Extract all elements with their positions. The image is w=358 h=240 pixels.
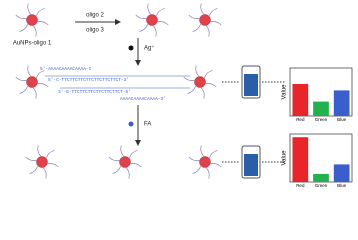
- oligo: [47, 163, 59, 168]
- oligo: [126, 167, 130, 179]
- gold-nanoparticle: [26, 14, 38, 26]
- oligo: [15, 76, 27, 81]
- oligo: [187, 85, 196, 94]
- oligo: [210, 163, 222, 168]
- oligo: [192, 165, 201, 174]
- bar: [333, 90, 350, 116]
- x-tick-label: Red: [296, 117, 305, 122]
- oligo: [147, 3, 151, 15]
- oligo: [33, 87, 37, 99]
- silver-dot: [128, 45, 134, 51]
- bar: [313, 101, 329, 116]
- oligo: [120, 145, 124, 157]
- label: FA: [144, 122, 151, 128]
- oligo: [156, 8, 165, 17]
- oligo: [192, 23, 201, 32]
- oligo: [206, 25, 210, 37]
- oligo: [139, 23, 148, 32]
- gold-nanoparticle: [146, 14, 158, 26]
- gold-nanoparticle: [36, 156, 48, 168]
- oligo: [200, 3, 204, 15]
- y-axis-label: Value: [282, 150, 288, 166]
- arrowhead: [115, 19, 121, 25]
- oligo: [200, 145, 204, 157]
- oligo: [33, 25, 37, 37]
- label: AuNPs-oligo 1: [13, 41, 52, 47]
- oligo: [25, 156, 37, 161]
- oligo: [19, 85, 28, 94]
- oligo: [27, 3, 31, 15]
- x-tick-label: Green: [315, 117, 328, 122]
- oligo: [29, 165, 38, 174]
- oligo: [188, 14, 200, 19]
- oligo: [195, 65, 199, 77]
- arrowhead: [135, 140, 141, 146]
- oligo: [37, 145, 41, 157]
- oligo: [112, 165, 121, 174]
- label: Ag⁺: [144, 45, 155, 52]
- oligo: [108, 156, 120, 161]
- oligo: [37, 83, 49, 88]
- oligo: [36, 8, 45, 17]
- bar: [313, 174, 329, 182]
- bar: [292, 84, 309, 116]
- bar: [292, 137, 309, 182]
- label: oligo 3: [86, 28, 104, 34]
- oligo: [183, 76, 195, 81]
- label: oligo 2: [86, 13, 104, 19]
- oligo: [27, 65, 31, 77]
- gold-nanoparticle: [199, 156, 211, 168]
- sequence: 5'-AAAACAAAACAAAA-C: [40, 66, 92, 72]
- oligo: [46, 150, 55, 159]
- oligo: [205, 83, 217, 88]
- y-axis-label: Value: [282, 84, 288, 100]
- oligo: [206, 167, 210, 179]
- artwork: [15, 3, 285, 179]
- oligo: [129, 150, 138, 159]
- x-tick-label: Blue: [337, 183, 347, 188]
- oligo: [36, 70, 45, 79]
- solution: [244, 154, 258, 176]
- folate-dot: [128, 121, 134, 127]
- gold-nanoparticle: [26, 76, 38, 88]
- arrowhead: [135, 60, 141, 66]
- oligo: [204, 70, 213, 79]
- oligo: [43, 167, 47, 179]
- oligo: [209, 150, 218, 159]
- gold-nanoparticle: [199, 14, 211, 26]
- oligo: [153, 25, 157, 37]
- figure: AuNPs-oligo 1 oligo 2 oligo 3 Ag⁺ FA 5'-…: [13, 3, 353, 188]
- oligo: [135, 14, 147, 19]
- solution: [244, 74, 258, 96]
- oligo: [201, 87, 205, 99]
- oligo: [188, 156, 200, 161]
- oligo: [157, 21, 169, 26]
- oligo: [210, 21, 222, 26]
- oligo: [130, 163, 142, 168]
- x-tick-label: Green: [315, 183, 328, 188]
- sequence: AAAACAAAACAAAA-3': [120, 96, 166, 102]
- oligo: [37, 21, 49, 26]
- gold-nanoparticle: [119, 156, 131, 168]
- oligo: [19, 23, 28, 32]
- sequence: 3'-G-TTCTTCTTCTTCTTCTTCT-5': [58, 89, 131, 95]
- sequence: 5'-C-TTCTTCTTCTTCTTCTTCTTCT-3': [48, 77, 129, 83]
- gold-nanoparticle: [194, 76, 206, 88]
- bar: [333, 164, 350, 182]
- x-tick-label: Red: [296, 183, 305, 188]
- x-tick-label: Blue: [337, 117, 347, 122]
- oligo: [15, 14, 27, 19]
- oligo: [209, 8, 218, 17]
